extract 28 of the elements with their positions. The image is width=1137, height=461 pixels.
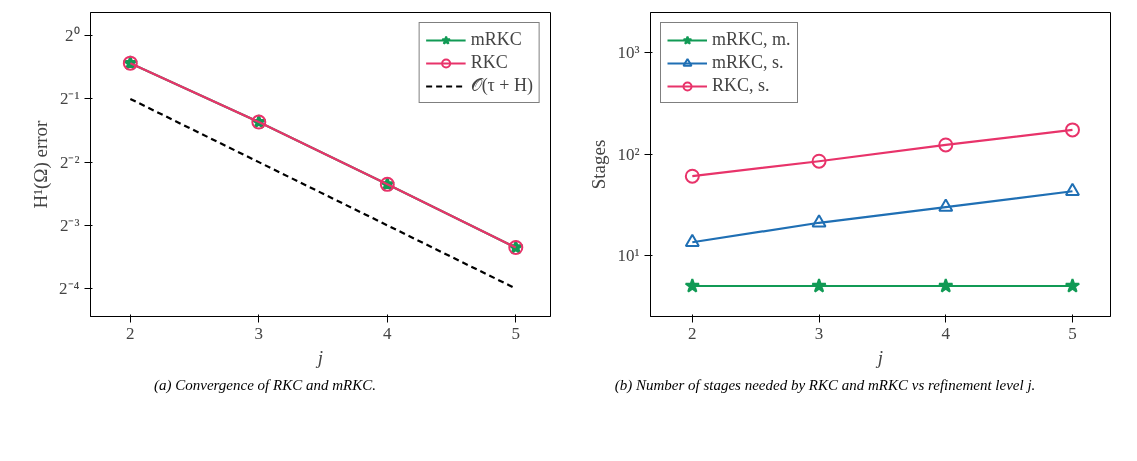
x-tick-label: 5 — [511, 323, 521, 343]
y-tick-label: 2⁰ — [65, 26, 80, 46]
legend-label: RKC, s. — [712, 75, 770, 96]
x-tick-label: 2 — [126, 323, 135, 343]
legend-label: mRKC — [470, 29, 522, 50]
text: (a) Convergence of RKC and mRKC. — [154, 376, 376, 395]
y-tick-label: 2⁻⁴ — [59, 279, 80, 299]
y-tick-label: 10² — [617, 144, 640, 164]
x-tick-label: 4 — [383, 323, 393, 343]
x-tick-label: 5 — [1068, 323, 1077, 343]
x-tick-label: 4 — [941, 323, 951, 343]
x-tick-label: 3 — [254, 323, 264, 343]
text: (b) Number of stages needed by RKC and mRKC vs refinement level j. — [614, 376, 1036, 395]
x-axis-title: j — [314, 346, 324, 368]
y-tick-label: 10³ — [617, 43, 640, 63]
legend-label: 𝒪(τ + H) — [470, 75, 533, 96]
y-tick-label: 2⁻² — [59, 152, 80, 172]
legend-label: mRKC, s. — [712, 52, 784, 73]
y-tick-label: 2⁻¹ — [59, 89, 80, 109]
x-axis-title: j — [874, 346, 884, 368]
y-axis-title: Stages — [588, 139, 610, 190]
y-tick-label: 10¹ — [617, 245, 640, 265]
x-tick-label: 3 — [814, 323, 824, 343]
legend-label: mRKC, m. — [712, 29, 791, 50]
y-tick-label: 2⁻³ — [59, 215, 80, 235]
y-axis-title: H¹(Ω) error — [30, 119, 53, 209]
x-tick-label: 2 — [688, 323, 697, 343]
legend-label: RKC — [470, 52, 508, 73]
